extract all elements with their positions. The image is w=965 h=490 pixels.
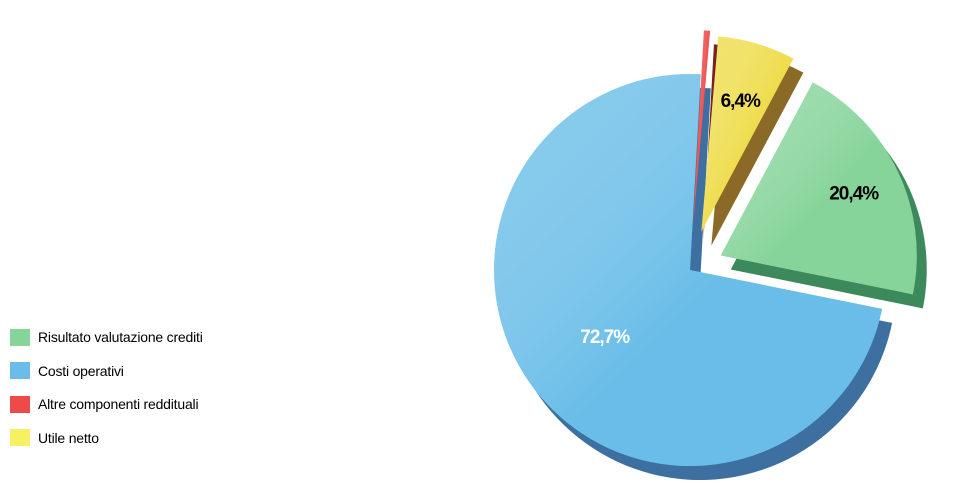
slice-label-costi-operativi: 72,7%: [580, 327, 630, 348]
slice-label-utile-netto: 6,4%: [721, 91, 761, 112]
legend-label: Utile netto: [38, 429, 99, 446]
legend-label: Risultato valutazione crediti: [38, 329, 203, 345]
pie-slice-costi-operativi: [494, 73, 893, 480]
legend: Risultato valutazione crediti Costi oper…: [10, 328, 203, 462]
legend-swatch: [10, 429, 30, 446]
legend-item-altre-componenti-reddituali: Altre componenti reddituali: [10, 395, 203, 413]
pie-slice-highlight: [494, 73, 883, 466]
pie-slice-utile-netto: [701, 36, 804, 246]
pie-slice-highlight: [693, 30, 711, 227]
legend-swatch: [10, 328, 30, 346]
pie-slice-highlight: [701, 36, 794, 232]
legend-label: Costi operativi: [38, 362, 124, 379]
pie-slice-highlight: [720, 82, 917, 295]
legend-item-risultato-valutazione-crediti: Risultato valutazione crediti: [10, 328, 203, 346]
legend-swatch: [10, 362, 30, 379]
slice-label-risultato-valutazione-crediti: 20,4%: [829, 184, 879, 205]
legend-swatch: [10, 395, 30, 413]
pie-slice-risultato-valutazione-crediti: [720, 82, 927, 309]
legend-label: Altre componenti reddituali: [38, 396, 199, 412]
legend-item-utile-netto: Utile netto: [10, 429, 203, 447]
legend-item-costi-operativi: Costi operativi: [10, 362, 203, 380]
